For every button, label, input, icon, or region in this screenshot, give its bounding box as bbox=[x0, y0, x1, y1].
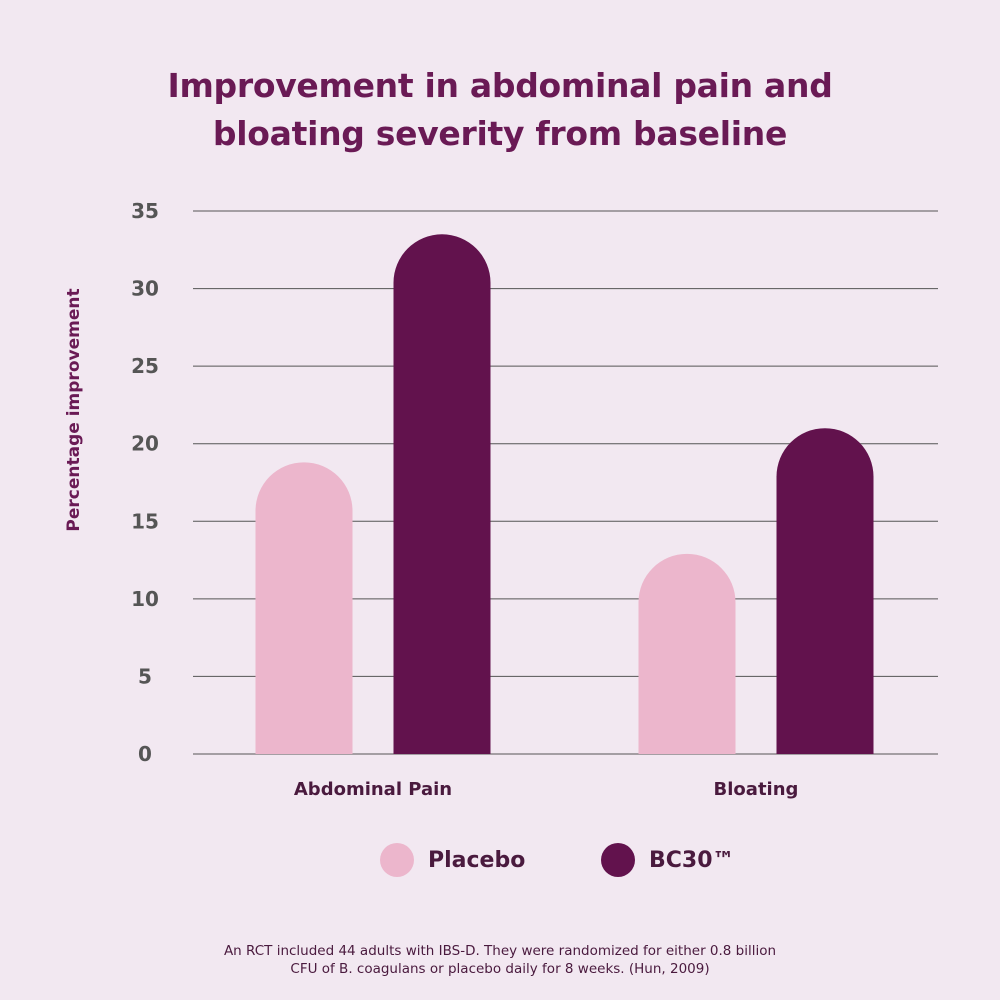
x-axis-categories: Abdominal Pain Bloating bbox=[294, 779, 799, 800]
chart-title-line-1: Improvement in abdominal pain and bbox=[167, 66, 833, 105]
y-tick-label: 30 bbox=[131, 277, 159, 301]
y-tick-label: 0 bbox=[138, 742, 152, 766]
legend: Placebo BC30™ bbox=[0, 840, 1000, 880]
y-tick-label: 10 bbox=[131, 587, 159, 611]
legend-label-placebo: Placebo bbox=[428, 847, 526, 873]
y-axis-title: Percentage improvement bbox=[64, 288, 84, 531]
bar-placebo-abdominal-pain bbox=[255, 462, 353, 754]
footnote-line-1: An RCT included 44 adults with IBS-D. Th… bbox=[223, 943, 777, 959]
footnote: An RCT included 44 adults with IBS-D. Th… bbox=[0, 942, 1000, 978]
x-category-label: Abdominal Pain bbox=[294, 779, 452, 800]
y-tick-label: 35 bbox=[131, 199, 159, 223]
footnote-line-2: CFU of B. coagulans or placebo daily for… bbox=[290, 961, 710, 977]
bars bbox=[255, 234, 874, 754]
legend-item-bc30: BC30™ bbox=[601, 840, 735, 880]
y-tick-label: 15 bbox=[131, 509, 159, 533]
chart-title-line-2: bloating severity from baseline bbox=[212, 114, 788, 153]
legend-item-placebo: Placebo bbox=[380, 840, 525, 880]
x-category-label: Bloating bbox=[714, 779, 799, 800]
y-tick-label: 5 bbox=[138, 664, 152, 688]
bar-bc30-abdominal-pain bbox=[393, 234, 491, 754]
legend-label-bc30: BC30™ bbox=[649, 847, 735, 873]
bar-placebo-bloating bbox=[638, 553, 736, 754]
bar-bc30-bloating bbox=[776, 428, 874, 754]
legend-swatch-placebo bbox=[380, 843, 414, 877]
legend-swatch-bc30 bbox=[601, 843, 635, 877]
chart-title: Improvement in abdominal pain and bloati… bbox=[0, 62, 1000, 158]
y-tick-label: 20 bbox=[131, 432, 159, 456]
y-axis-ticks: 0 5 10 15 20 25 30 35 bbox=[131, 199, 159, 766]
y-tick-label: 25 bbox=[131, 354, 159, 378]
